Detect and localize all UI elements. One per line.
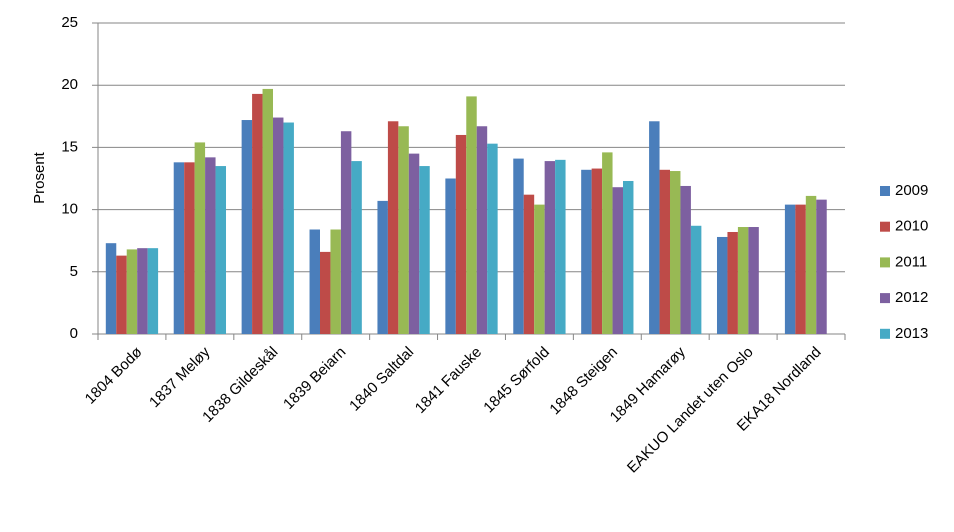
- bar: [408, 153, 420, 334]
- bar: [340, 131, 352, 334]
- bar: [309, 229, 320, 334]
- legend-swatch: [880, 221, 890, 232]
- bar: [126, 249, 138, 334]
- bar: [591, 168, 603, 334]
- bar: [487, 143, 498, 334]
- bar: [351, 161, 362, 334]
- bar: [262, 88, 274, 334]
- y-tick-label: 15: [61, 138, 78, 155]
- bar: [649, 121, 660, 334]
- bar: [445, 178, 456, 334]
- bar: [555, 159, 566, 334]
- y-axis-label: Prosent: [31, 151, 48, 204]
- bar: [205, 157, 216, 334]
- legend-label: 2013: [895, 325, 928, 342]
- bar: [602, 152, 613, 334]
- bar: [816, 199, 827, 334]
- bar: [805, 195, 817, 334]
- bar: [398, 126, 409, 334]
- legend-swatch: [880, 186, 890, 196]
- legend-label: 2012: [895, 289, 928, 306]
- bar: [669, 171, 681, 334]
- y-tick-label: 5: [70, 263, 78, 280]
- bar: [455, 134, 467, 334]
- bar: [387, 121, 399, 334]
- bar: [116, 255, 127, 334]
- bar: [283, 122, 294, 335]
- bar: [184, 162, 195, 334]
- bar: [612, 187, 624, 334]
- bar: [252, 93, 263, 335]
- bar: [680, 185, 691, 334]
- bar: [194, 142, 206, 334]
- legend-label: 2009: [895, 182, 928, 199]
- bar: [623, 180, 634, 334]
- bar: [795, 204, 806, 334]
- bar: [215, 166, 227, 334]
- bar: [319, 251, 331, 334]
- y-tick-label: 0: [70, 325, 78, 342]
- legend-swatch: [880, 328, 890, 339]
- bar: [690, 225, 702, 334]
- bar: [523, 194, 535, 334]
- bar: [377, 200, 388, 334]
- y-tick-label: 25: [61, 14, 78, 31]
- bar: [476, 126, 488, 334]
- legend-swatch: [880, 257, 890, 268]
- bar: [748, 227, 759, 334]
- bar: [330, 229, 341, 334]
- y-tick-label: 20: [61, 76, 78, 93]
- bar: [137, 248, 148, 334]
- bar: [534, 204, 545, 334]
- bar: [737, 227, 749, 334]
- bar: [147, 248, 159, 334]
- y-tick-label: 10: [61, 201, 78, 218]
- legend-label: 2010: [895, 218, 928, 235]
- bar: [727, 231, 738, 334]
- bar: [105, 243, 117, 334]
- bar: [716, 236, 728, 334]
- legend-swatch: [880, 293, 890, 304]
- legend-label: 2011: [895, 253, 927, 270]
- bar: [419, 166, 430, 334]
- bar: [466, 96, 477, 334]
- bar: [544, 161, 556, 334]
- bar: [513, 158, 524, 334]
- bar: [659, 169, 670, 334]
- bar: [173, 162, 185, 334]
- bar: [784, 204, 796, 334]
- bar: [241, 120, 253, 334]
- bar: [581, 169, 592, 334]
- bar: [273, 117, 284, 334]
